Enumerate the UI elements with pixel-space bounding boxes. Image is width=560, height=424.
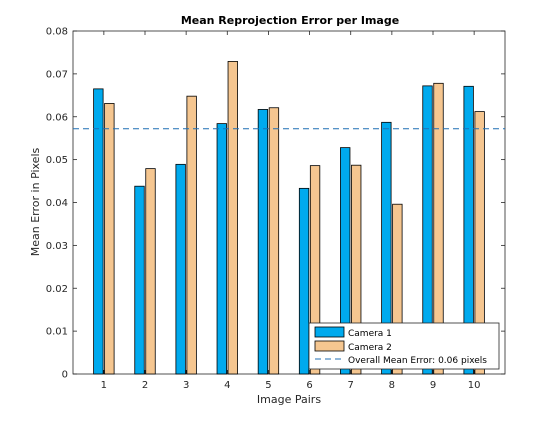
- bar-camera-1-image-10: [463, 85, 474, 375]
- x-tick-label: 4: [224, 380, 230, 391]
- legend-swatch-camera-2: [314, 340, 345, 352]
- y-tick-label: 0: [62, 370, 68, 381]
- x-tick-label: 1: [101, 380, 107, 391]
- x-tick-label: 10: [468, 380, 481, 391]
- y-tick-label: 0.08: [46, 27, 68, 38]
- bar-camera-2-image-5: [268, 107, 280, 375]
- legend-label-camera-1: Camera 1: [348, 329, 392, 339]
- x-tick-label: 6: [306, 380, 312, 391]
- bar-camera-1-image-2: [134, 185, 145, 375]
- legend-label-camera-2: Camera 2: [348, 343, 392, 353]
- x-tick-label: 3: [183, 380, 189, 391]
- bar-camera-1-image-4: [216, 123, 227, 375]
- bar-camera-1-image-1: [93, 88, 104, 375]
- bar-camera-2-image-1: [104, 103, 115, 375]
- legend: Camera 1 Camera 2 Overall Mean Error: 0.…: [308, 322, 500, 370]
- legend-label-mean-line: Overall Mean Error: 0.06 pixels: [348, 356, 487, 366]
- bar-camera-2-image-4: [227, 61, 238, 375]
- bar-camera-1-image-3: [175, 163, 186, 375]
- y-tick-label: 0.03: [46, 241, 68, 252]
- bar-camera-2-image-9: [433, 82, 444, 375]
- x-tick-label: 8: [389, 380, 395, 391]
- x-tick-label: 2: [142, 380, 148, 391]
- bar-camera-2-image-8: [392, 203, 403, 375]
- bar-camera-1-image-7: [340, 147, 351, 375]
- bar-camera-1-image-5: [257, 109, 269, 375]
- x-axis-label: Image Pairs: [257, 393, 321, 406]
- y-tick-label: 0.01: [46, 327, 68, 338]
- y-tick-label: 0.05: [46, 155, 68, 166]
- plot-area: 0 0.01 0.02 0.03 0.04 0.05 0.06 0.07 0.08 1 2 3 4 5 6 7…: [46, 27, 506, 391]
- y-tick-label: 0.02: [46, 284, 68, 295]
- y-axis-label: Mean Error in Pixels: [29, 147, 42, 256]
- y-tick-label: 0.07: [46, 69, 68, 80]
- x-tick-label: 7: [348, 380, 354, 391]
- bar-camera-2-image-3: [186, 95, 197, 375]
- bar-camera-1-image-9: [422, 85, 433, 375]
- y-tick-label: 0.06: [46, 112, 68, 123]
- bar-camera-2-image-6: [309, 165, 321, 375]
- chart-title: Mean Reprojection Error per Image: [181, 14, 399, 27]
- bar-camera-2-image-7: [351, 164, 362, 375]
- bar-camera-2-image-2: [145, 168, 156, 375]
- bar-camera-2-image-10: [474, 111, 485, 375]
- y-tick-label: 0.04: [46, 198, 68, 209]
- bar-camera-1-image-6: [298, 187, 310, 375]
- bar-camera-1-image-8: [381, 121, 392, 375]
- x-tick-label: 9: [430, 380, 436, 391]
- x-tick-label: 5: [265, 380, 271, 391]
- legend-swatch-camera-1: [314, 326, 345, 338]
